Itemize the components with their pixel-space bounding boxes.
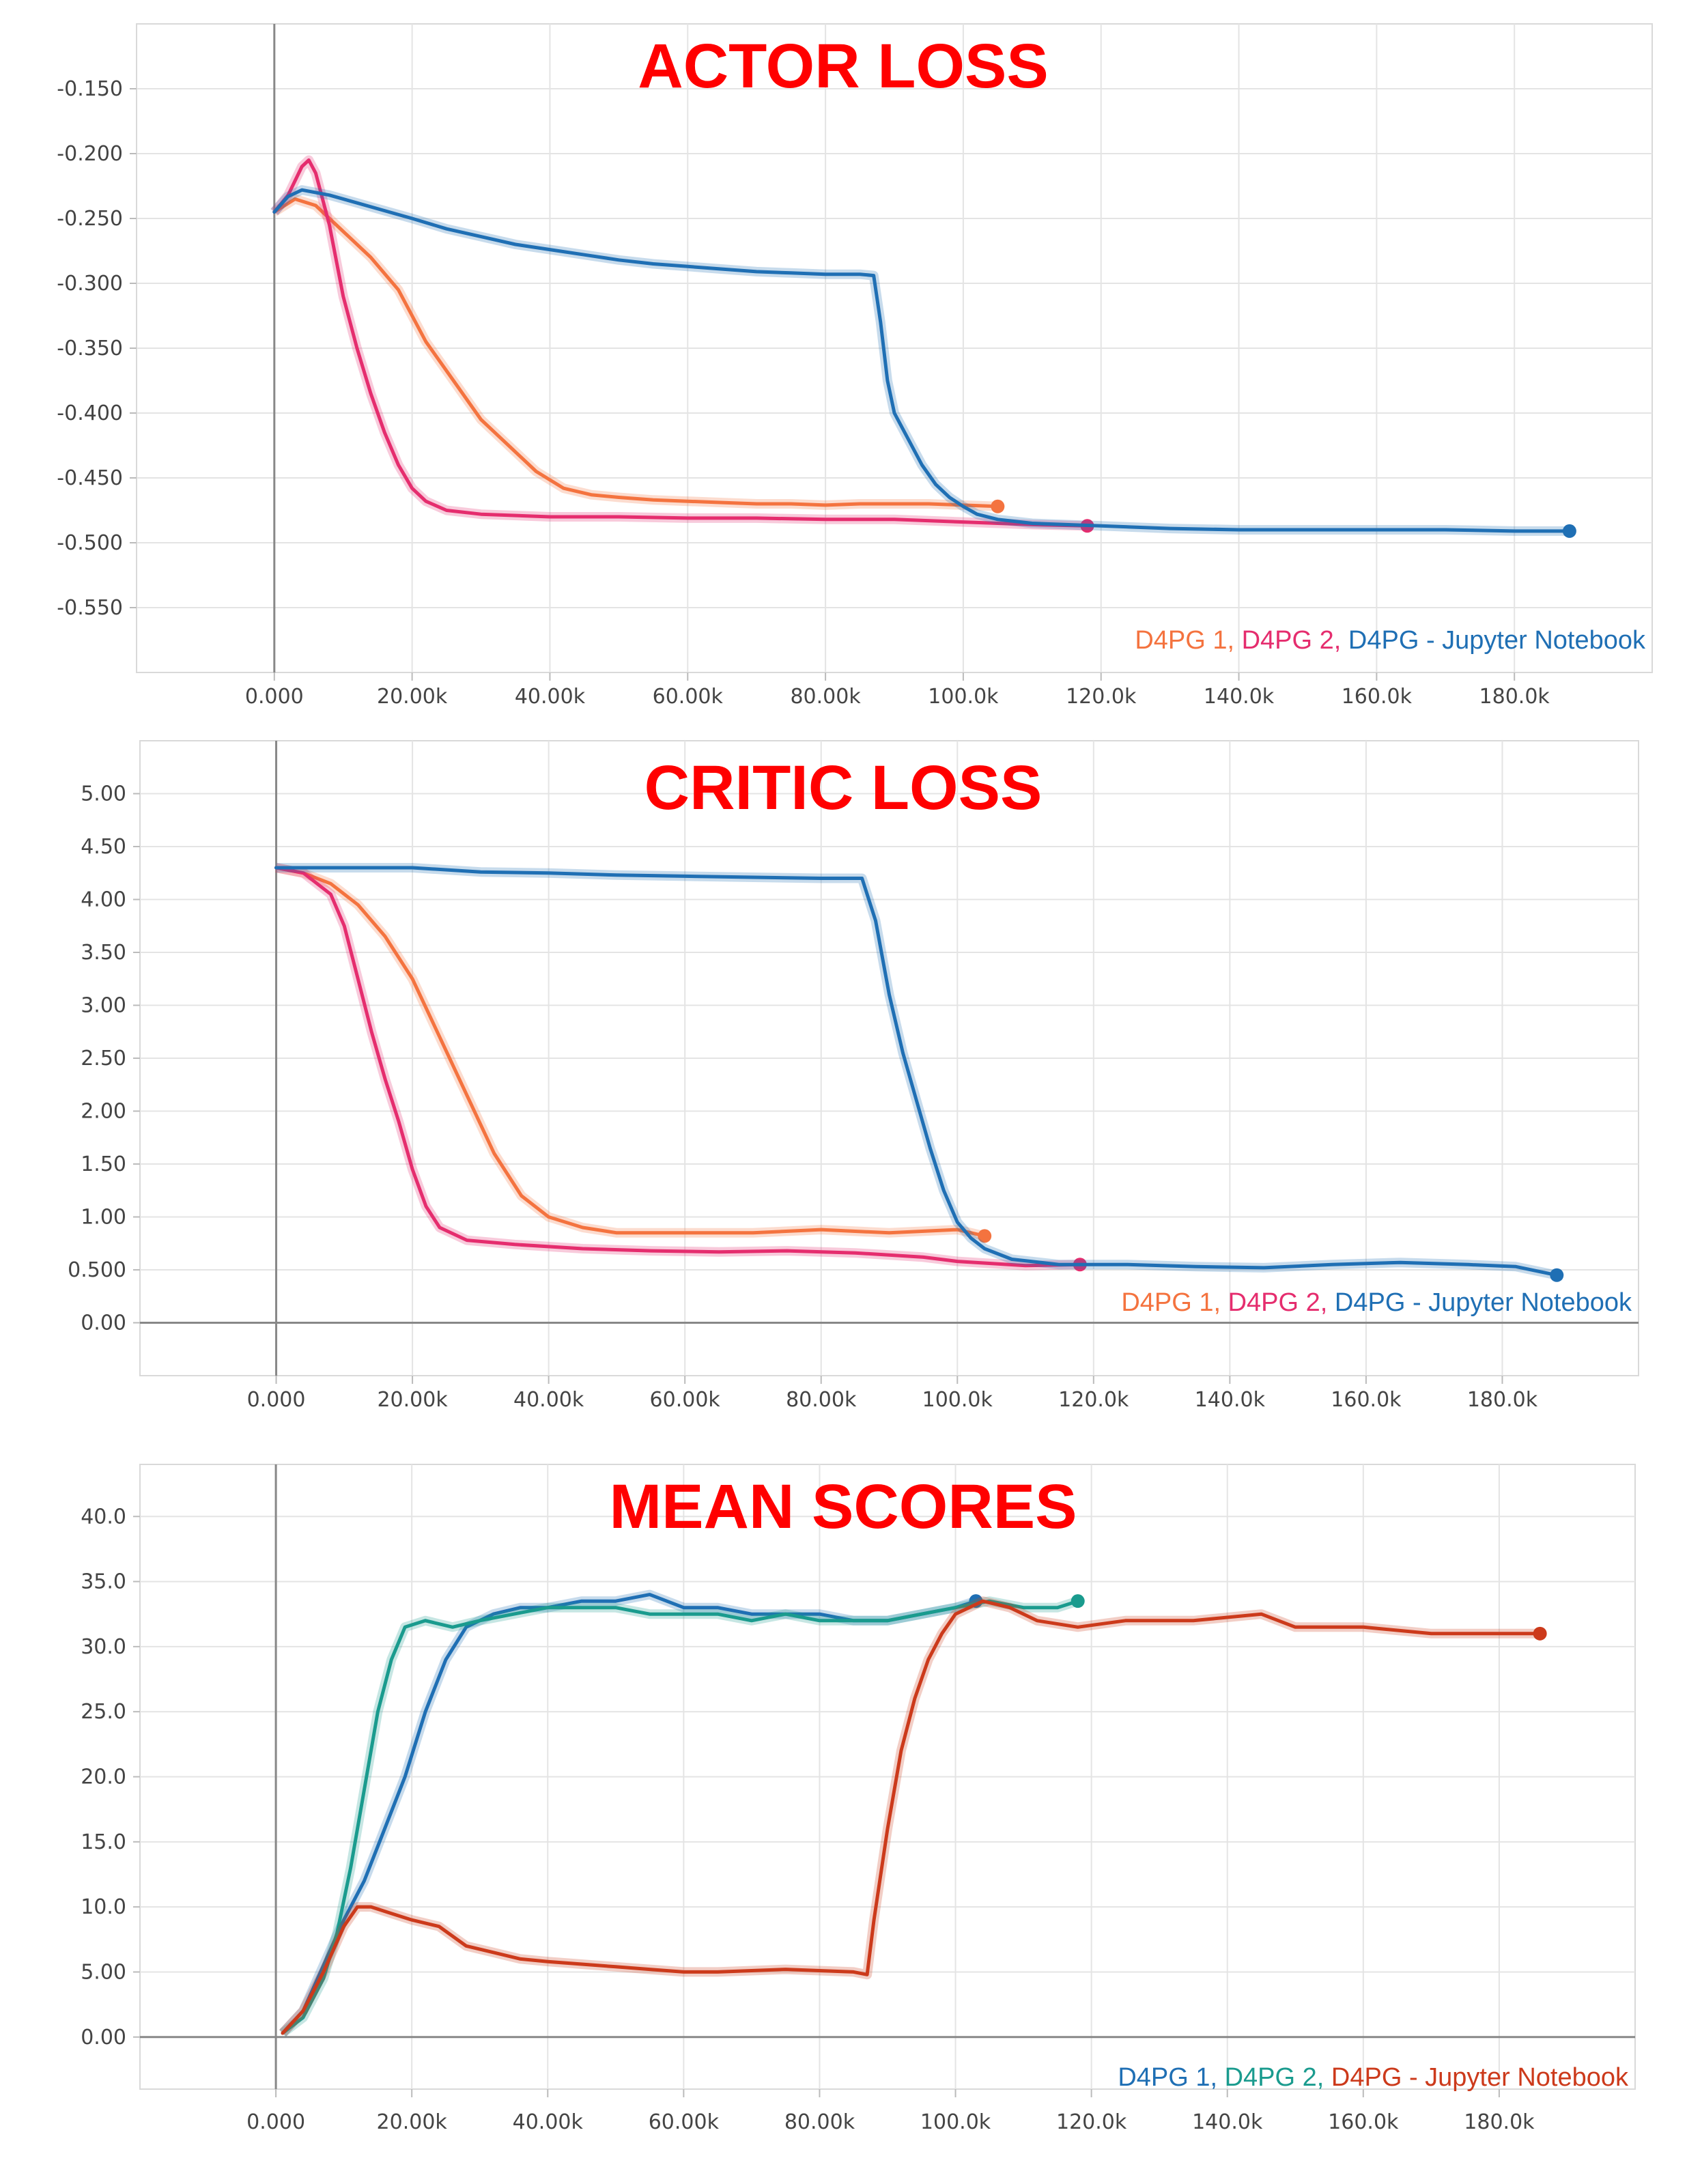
series-end-point-2 xyxy=(1071,1594,1085,1608)
y-tick-label: -0.250 xyxy=(57,207,123,231)
x-tick-label: 0.000 xyxy=(247,1388,306,1412)
x-tick-label: 80.00k xyxy=(786,1388,857,1412)
legend: D4PG 1, D4PG 2, D4PG - Jupyter Notebook xyxy=(1135,626,1646,655)
series-shadow-1 xyxy=(272,194,998,511)
x-tick-label: 60.00k xyxy=(649,2110,720,2134)
chart-title: ACTOR LOSS xyxy=(638,31,1048,101)
x-tick-label: 20.00k xyxy=(377,2110,448,2134)
chart-title: CRITIC LOSS xyxy=(644,753,1043,823)
x-tick-label: 160.0k xyxy=(1342,685,1413,709)
y-tick-label: -0.450 xyxy=(57,466,123,490)
legend-entry-1: D4PG 1 xyxy=(1118,2063,1210,2092)
x-tick-label: 0.000 xyxy=(245,685,304,709)
y-tick-label: 0.00 xyxy=(81,1311,126,1335)
y-tick-label: 35.0 xyxy=(81,1570,126,1594)
y-tick-label: 4.00 xyxy=(81,888,126,912)
x-tick-label: 100.0k xyxy=(922,1388,993,1412)
x-tick-label: 40.00k xyxy=(515,685,586,709)
y-tick-label: 5.00 xyxy=(81,782,126,806)
y-tick-label: -0.300 xyxy=(57,272,123,296)
legend-entry-1: D4PG 1 xyxy=(1135,626,1227,655)
x-tick-label: 120.0k xyxy=(1056,2110,1127,2134)
y-tick-label: -0.550 xyxy=(57,596,123,620)
y-tick-label: 30.0 xyxy=(81,1635,126,1659)
y-tick-label: 0.00 xyxy=(81,2026,126,2050)
y-tick-label: 10.0 xyxy=(81,1895,126,1919)
x-tick-label: 20.00k xyxy=(377,685,448,709)
y-tick-label: -0.150 xyxy=(57,77,123,101)
y-tick-label: -0.200 xyxy=(57,142,123,166)
x-tick-label: 100.0k xyxy=(928,685,999,709)
legend: D4PG 1, D4PG 2, D4PG - Jupyter Notebook xyxy=(1118,2063,1629,2092)
y-tick-label: -0.350 xyxy=(57,337,123,360)
x-tick-label: 120.0k xyxy=(1066,685,1137,709)
chart-panel-3: 0.000 20.00k 40.00k 60.00k 80.00k 100.0k 120.0… xyxy=(81,1464,1636,2134)
legend-entry-3: D4PG - Jupyter Notebook xyxy=(1348,626,1646,655)
x-tick-label: 60.00k xyxy=(650,1388,721,1412)
y-tick-label: 5.00 xyxy=(81,1960,126,1984)
y-tick-label: 1.00 xyxy=(81,1206,126,1230)
series-line-3 xyxy=(281,1599,1542,2035)
legend-entry-2: D4PG 2 xyxy=(1242,626,1334,655)
y-tick-label: -0.400 xyxy=(57,401,123,425)
x-tick-label: 40.00k xyxy=(513,1388,584,1412)
x-tick-label: 160.0k xyxy=(1331,1388,1402,1412)
series-line-1 xyxy=(274,866,987,1238)
series-line-3 xyxy=(272,188,1572,533)
y-tick-label: 1.50 xyxy=(81,1152,126,1176)
series-line-3 xyxy=(274,866,1559,1277)
y-tick-label: 25.0 xyxy=(81,1700,126,1724)
legend-entry-2: D4PG 2 xyxy=(1228,1288,1320,1317)
x-tick-label: 60.00k xyxy=(653,685,724,709)
y-tick-label: 40.0 xyxy=(81,1505,126,1529)
y-tick-label: 2.50 xyxy=(81,1047,126,1070)
y-tick-label: 0.500 xyxy=(68,1258,126,1282)
series-line-2 xyxy=(272,158,1089,528)
x-tick-label: 180.0k xyxy=(1464,2110,1535,2134)
legend-entry-3: D4PG - Jupyter Notebook xyxy=(1331,2063,1629,2092)
x-tick-label: 180.0k xyxy=(1479,685,1550,709)
series-shadow-3 xyxy=(279,1596,1540,2037)
series-shadow-3 xyxy=(270,185,1570,536)
series-end-point-3 xyxy=(1550,1268,1564,1282)
legend-entry-1: D4PG 1 xyxy=(1121,1288,1213,1317)
x-tick-label: 160.0k xyxy=(1328,2110,1399,2134)
x-tick-label: 80.00k xyxy=(790,685,861,709)
y-tick-label: 15.0 xyxy=(81,1830,126,1854)
chart-title: MEAN SCORES xyxy=(610,1472,1077,1542)
y-tick-label: 3.50 xyxy=(81,941,126,965)
x-tick-label: 40.00k xyxy=(513,2110,584,2134)
y-tick-label: 2.00 xyxy=(81,1100,126,1124)
series-end-point-1 xyxy=(978,1229,992,1243)
chart-panel-1: 0.000 20.00k 40.00k 60.00k 80.00k 100.0k 120.0… xyxy=(57,23,1653,709)
y-tick-label: 20.0 xyxy=(81,1765,126,1789)
series-line-1 xyxy=(272,197,1000,509)
x-tick-label: 180.0k xyxy=(1467,1388,1538,1412)
series-shadow-3 xyxy=(276,863,1558,1280)
series-line-2 xyxy=(281,1599,1080,2035)
y-tick-label: 3.00 xyxy=(81,994,126,1018)
series-line-2 xyxy=(274,866,1082,1268)
x-tick-label: 0.000 xyxy=(246,2110,305,2134)
x-tick-label: 140.0k xyxy=(1192,2110,1263,2134)
x-tick-label: 140.0k xyxy=(1195,1388,1266,1412)
x-tick-label: 120.0k xyxy=(1058,1388,1129,1412)
series-end-point-3 xyxy=(1562,524,1576,538)
chart-panel-2: 0.000 20.00k 40.00k 60.00k 80.00k 100.0k 120.0… xyxy=(68,740,1639,1412)
series-end-point-1 xyxy=(991,499,1005,513)
y-tick-label: 4.50 xyxy=(81,835,126,859)
x-tick-label: 100.0k xyxy=(920,2110,991,2134)
legend-entry-3: D4PG - Jupyter Notebook xyxy=(1335,1288,1632,1317)
series-end-point-3 xyxy=(1533,1626,1547,1641)
series-shadow-2 xyxy=(275,863,1081,1271)
x-tick-label: 140.0k xyxy=(1204,685,1275,709)
legend-entry-2: D4PG 2 xyxy=(1225,2063,1317,2092)
legend: D4PG 1, D4PG 2, D4PG - Jupyter Notebook xyxy=(1121,1288,1632,1317)
x-tick-label: 80.00k xyxy=(784,2110,855,2134)
y-tick-label: -0.500 xyxy=(57,531,123,555)
x-tick-label: 20.00k xyxy=(377,1388,448,1412)
